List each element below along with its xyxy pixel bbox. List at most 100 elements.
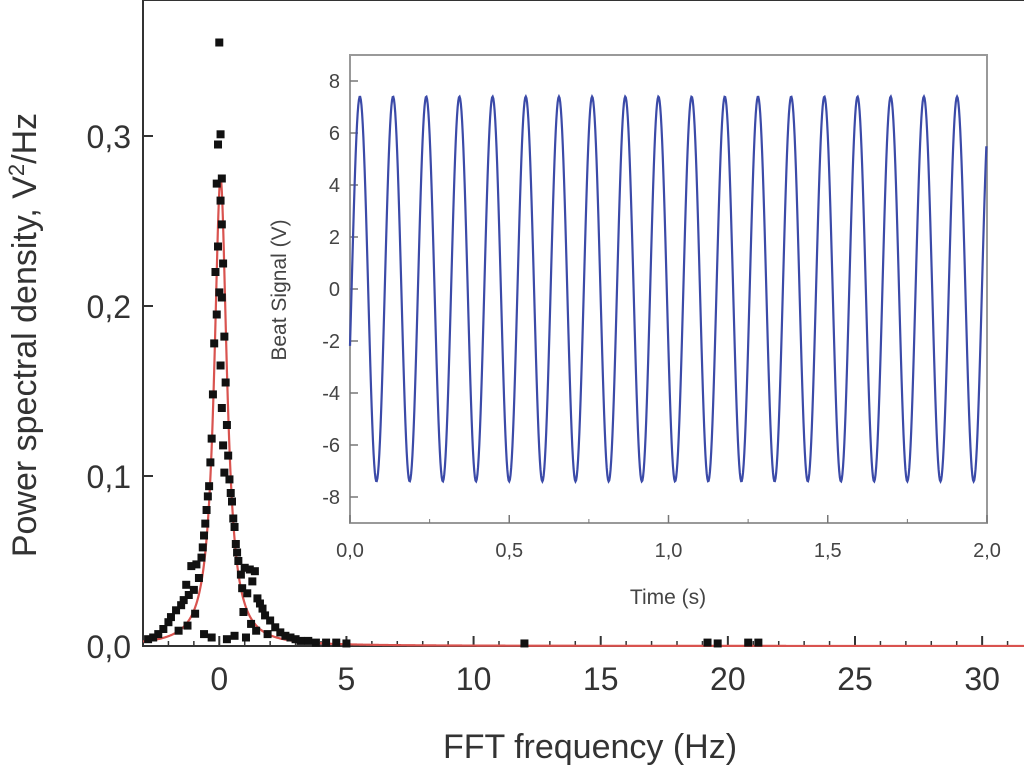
data-point: [304, 636, 313, 645]
data-point: [200, 630, 209, 639]
data-point: [291, 635, 300, 644]
data-point: [183, 621, 192, 630]
data-point: [159, 625, 168, 633]
data-point: [250, 567, 259, 576]
data-point: [220, 468, 229, 477]
main-y-axis-label-tail: /Hz: [6, 113, 44, 164]
data-point: [241, 633, 250, 642]
data-point: [219, 259, 228, 268]
data-point: [217, 220, 226, 229]
data-point: [258, 604, 267, 613]
data-point: [189, 585, 198, 594]
data-point: [219, 441, 228, 450]
inset-y-tick-label: -8: [322, 487, 340, 509]
data-point: [200, 531, 209, 540]
data-point: [713, 639, 722, 648]
inset-signal-line: [348, 93, 988, 485]
data-point: [255, 599, 264, 608]
data-point: [187, 562, 196, 571]
data-point: [322, 638, 331, 647]
main-x-tick-label: 15: [583, 661, 619, 697]
data-point: [243, 589, 252, 598]
data-point: [266, 616, 275, 625]
beat-signal-line: [348, 93, 988, 485]
data-point: [222, 635, 231, 644]
data-point: [229, 514, 238, 523]
data-point: [164, 618, 173, 627]
inset-y-tick-label: -6: [322, 435, 340, 457]
data-point: [261, 611, 270, 620]
inset-x-tick-label: 0,0: [336, 540, 364, 562]
data-point: [247, 619, 256, 628]
inset-y-tick-label: 4: [329, 175, 340, 197]
data-point: [225, 475, 234, 484]
inset-x-tick-label: 1,5: [814, 540, 842, 562]
data-point: [198, 543, 207, 552]
data-point: [286, 633, 295, 642]
main-x-tick-label: 5: [338, 661, 356, 697]
data-point: [201, 519, 210, 528]
data-point: [174, 626, 183, 635]
inset-y-tick-label: 6: [329, 123, 340, 145]
data-point: [197, 553, 206, 562]
data-point: [238, 584, 247, 593]
data-point: [253, 594, 262, 603]
data-point: [192, 560, 201, 569]
data-point: [217, 293, 226, 302]
inset-chart: -8 -6 -4 -2 0 2 4 6 8 0,0 0,5 1,0 1,5 2,0 Time (s) B…: [268, 54, 1001, 609]
data-point: [211, 268, 220, 276]
data-point: [216, 130, 225, 139]
data-point: [217, 174, 226, 183]
data-point: [224, 451, 233, 460]
data-point: [332, 638, 341, 647]
inset-x-axis: 0,0 0,5 1,0 1,5 2,0: [336, 515, 1001, 562]
data-point: [184, 591, 193, 599]
data-point: [703, 638, 712, 647]
data-point: [236, 570, 245, 579]
inset-x-tick-label: 0,5: [495, 540, 523, 562]
data-point: [208, 390, 217, 399]
data-point: [233, 548, 242, 557]
data-point: [744, 638, 753, 647]
data-point: [221, 378, 230, 387]
data-point: [252, 626, 261, 635]
main-x-tick-label: 30: [964, 661, 1000, 697]
main-y-tick-label: 0,1: [87, 459, 131, 495]
data-point: [212, 310, 221, 319]
data-point: [263, 630, 272, 639]
inset-y-tick-label: -4: [322, 383, 340, 405]
main-scatter-series: [144, 38, 763, 648]
inset-x-tick-label: 1,0: [655, 540, 683, 562]
data-point: [240, 563, 249, 572]
main-y-axis: 0,0 0,1 0,2 0,3: [87, 119, 153, 665]
data-point: [245, 565, 254, 574]
data-point: [296, 636, 305, 645]
main-y-axis-label: Power spectral density, V2/Hz: [4, 113, 44, 557]
data-point: [311, 638, 320, 647]
data-point: [281, 631, 290, 640]
main-x-tick-label: 20: [710, 661, 746, 697]
inset-y-tick-label: -2: [322, 331, 340, 353]
main-y-tick-label: 0,2: [87, 289, 131, 325]
main-x-axis-label: FFT frequency (Hz): [443, 728, 737, 766]
data-point: [228, 497, 236, 506]
data-point: [214, 140, 223, 149]
data-point: [212, 179, 221, 188]
inset-y-tick-label: 8: [329, 71, 340, 93]
data-point: [754, 638, 763, 647]
data-point: [144, 635, 153, 644]
data-point: [239, 608, 248, 616]
data-point: [217, 404, 226, 412]
data-point: [194, 574, 203, 582]
data-point: [216, 361, 225, 370]
data-point: [206, 458, 215, 467]
data-point: [230, 631, 239, 640]
inset-y-tick-label: 0: [329, 279, 340, 301]
main-y-tick-label: 0,3: [87, 119, 131, 155]
data-point: [231, 540, 240, 548]
inset-x-tick-label: 2,0: [973, 540, 1001, 562]
main-x-tick-label: 10: [456, 661, 492, 697]
data-point: [222, 421, 231, 429]
